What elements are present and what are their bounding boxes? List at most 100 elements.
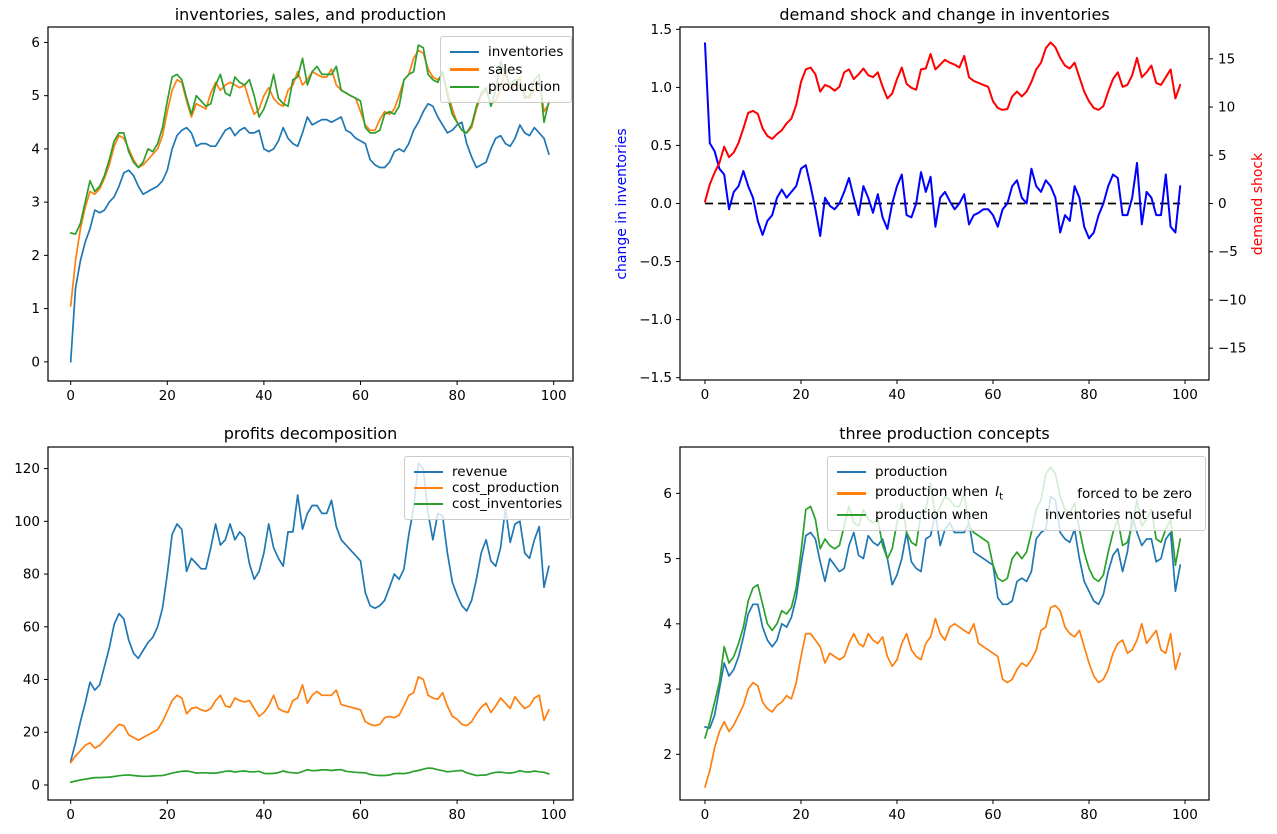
y-tick-label: 0.0 [651, 196, 672, 212]
x-ticks: 0 20 40 60 80 100 [701, 800, 1198, 823]
legend-line-sample-sales [450, 68, 479, 71]
x-tick-label: 0 [66, 388, 75, 404]
legend-line-sample-production-no-inv [837, 513, 866, 517]
x-tick-label: 100 [541, 388, 567, 404]
legend-label: sales [488, 61, 523, 78]
y-tick-label-right: 5 [1218, 148, 1227, 164]
x-tick-label: 40 [888, 387, 905, 403]
subplot-profits-decomposition: 0 20 40 60 80 100 0 20 40 60 80 100 120 [14, 446, 574, 823]
legend-label-part: production when [875, 484, 989, 501]
legend-label: production when It [875, 484, 1003, 503]
y-ticks: 1.5 1.0 0.5 0.0 −0.5 −1.0 −1.5 [639, 22, 680, 386]
legend-inventories-sales-production: inventories sales production [440, 36, 572, 103]
legend-label: production [875, 464, 948, 480]
y-tick-label-right: 10 [1218, 100, 1235, 116]
series-cost_inventories [69, 767, 550, 784]
legend-line-sample-production [837, 470, 866, 474]
legend-item: production when inventories not useful [837, 507, 1196, 523]
legend-item: production [837, 464, 1196, 480]
y-tick-label: −1.0 [639, 312, 672, 328]
y-tick-label-right: −5 [1218, 244, 1238, 260]
y-ticks: 0 20 40 60 80 100 120 [14, 461, 48, 793]
y-axis-label-change-in-inventories: change in inventories [614, 128, 630, 280]
y-tick-label: 3 [663, 682, 672, 698]
x-tick-label: 80 [448, 807, 465, 823]
y-tick-label-right: 15 [1218, 51, 1235, 67]
legend-item: cost_production [414, 480, 561, 496]
math-variable: I [995, 484, 1000, 501]
x-tick-label: 20 [159, 807, 176, 823]
y-tick-label: 3 [31, 195, 40, 211]
y-tick-label: 4 [31, 141, 40, 157]
series-production [704, 495, 1182, 730]
chart-title-inventories-sales-production: inventories, sales, and production [174, 5, 447, 24]
legend-label: cost_inventories [452, 496, 563, 512]
y-axis-label-demand-shock: demand shock [1250, 152, 1266, 256]
plot-border [47, 446, 574, 801]
x-tick-label: 80 [448, 388, 465, 404]
series-demand-shock [704, 41, 1182, 203]
legend-line-sample-production-it-zero [837, 492, 866, 495]
subplot-inventories-sales-production: 0 20 40 60 80 100 0 1 2 3 4 5 6 [31, 26, 574, 404]
series-revenue [69, 462, 550, 763]
legend-label: cost_production [452, 480, 560, 496]
y-tick-label: 2 [31, 248, 40, 264]
legend-line-sample-production [450, 85, 479, 89]
legend-line-sample-revenue [414, 470, 443, 474]
y-tick-label: 60 [23, 619, 40, 635]
series-production-when-It-forced-to-be-zero [704, 604, 1182, 788]
x-tick-label: 80 [1080, 807, 1097, 823]
y-tick-label: −1.5 [639, 370, 672, 386]
x-tick-label: 0 [701, 807, 710, 823]
y-ticks-right: 15 10 5 0 −5 −10 −15 [1209, 51, 1247, 357]
legend-label: production [488, 79, 561, 95]
legend-label: inventories [488, 44, 564, 60]
y-tick-label: 20 [23, 725, 40, 741]
y-ticks: 2 3 4 5 6 [663, 486, 680, 763]
x-tick-label: 20 [159, 388, 176, 404]
x-tick-label: 40 [255, 388, 272, 404]
subplot-demand-shock-change-inventories: 0 20 40 60 80 1001.51.00.50.0−0.5−1.0−1.51510… [639, 22, 1246, 403]
y-tick-label: 6 [31, 35, 40, 51]
legend-item: inventories [450, 44, 564, 60]
y-tick-label: 2 [663, 747, 672, 763]
legend-item: revenue [414, 464, 561, 480]
legend-item: production when It forced to be zero [837, 484, 1196, 503]
x-ticks: 0 20 40 60 80 100 [701, 380, 1198, 403]
y-tick-label-right: −10 [1218, 292, 1247, 308]
series-production [69, 44, 550, 235]
legend-item: production [450, 79, 562, 95]
y-tick-label: 5 [663, 551, 672, 567]
legend-label-right: inventories not useful [1045, 507, 1192, 523]
chart-title-demand-shock: demand shock and change in inventories [779, 5, 1110, 24]
x-tick-label: 100 [1172, 387, 1198, 403]
legend-label-right: forced to be zero [1077, 485, 1192, 502]
legend-label: revenue [452, 464, 508, 480]
y-tick-label: 120 [14, 461, 40, 477]
y-tick-label: 0 [31, 354, 40, 370]
legend-line-sample-inventories [450, 50, 479, 54]
y-tick-label: 0.5 [651, 138, 672, 154]
y-ticks: 0 1 2 3 4 5 6 [31, 35, 48, 370]
series-change-in-inventories [704, 42, 1182, 240]
x-tick-label: 60 [352, 388, 369, 404]
legend-item: sales [450, 62, 562, 78]
y-tick-label: 6 [663, 486, 672, 502]
x-ticks: 0 20 40 60 80 100 [66, 381, 567, 404]
y-tick-label-right: −15 [1218, 341, 1247, 357]
legend-profits-decomposition: revenue cost_production cost_inventories [404, 456, 571, 520]
x-tick-label: 20 [792, 807, 809, 823]
math-subscript: t [999, 491, 1004, 503]
legend-line-sample-cost-production [414, 486, 443, 490]
subplot-three-production-concepts: 0 20 40 60 80 100 2 3 4 5 6 [663, 446, 1210, 823]
y-tick-label: 0 [31, 777, 40, 793]
x-tick-label: 60 [352, 807, 369, 823]
y-tick-label: −0.5 [639, 254, 672, 270]
legend-line-sample-cost-inventories [414, 502, 443, 506]
x-tick-label: 80 [1080, 387, 1097, 403]
legend-label: production when [875, 507, 989, 523]
x-tick-label: 0 [66, 807, 75, 823]
legend-item: cost_inventories [414, 496, 563, 512]
